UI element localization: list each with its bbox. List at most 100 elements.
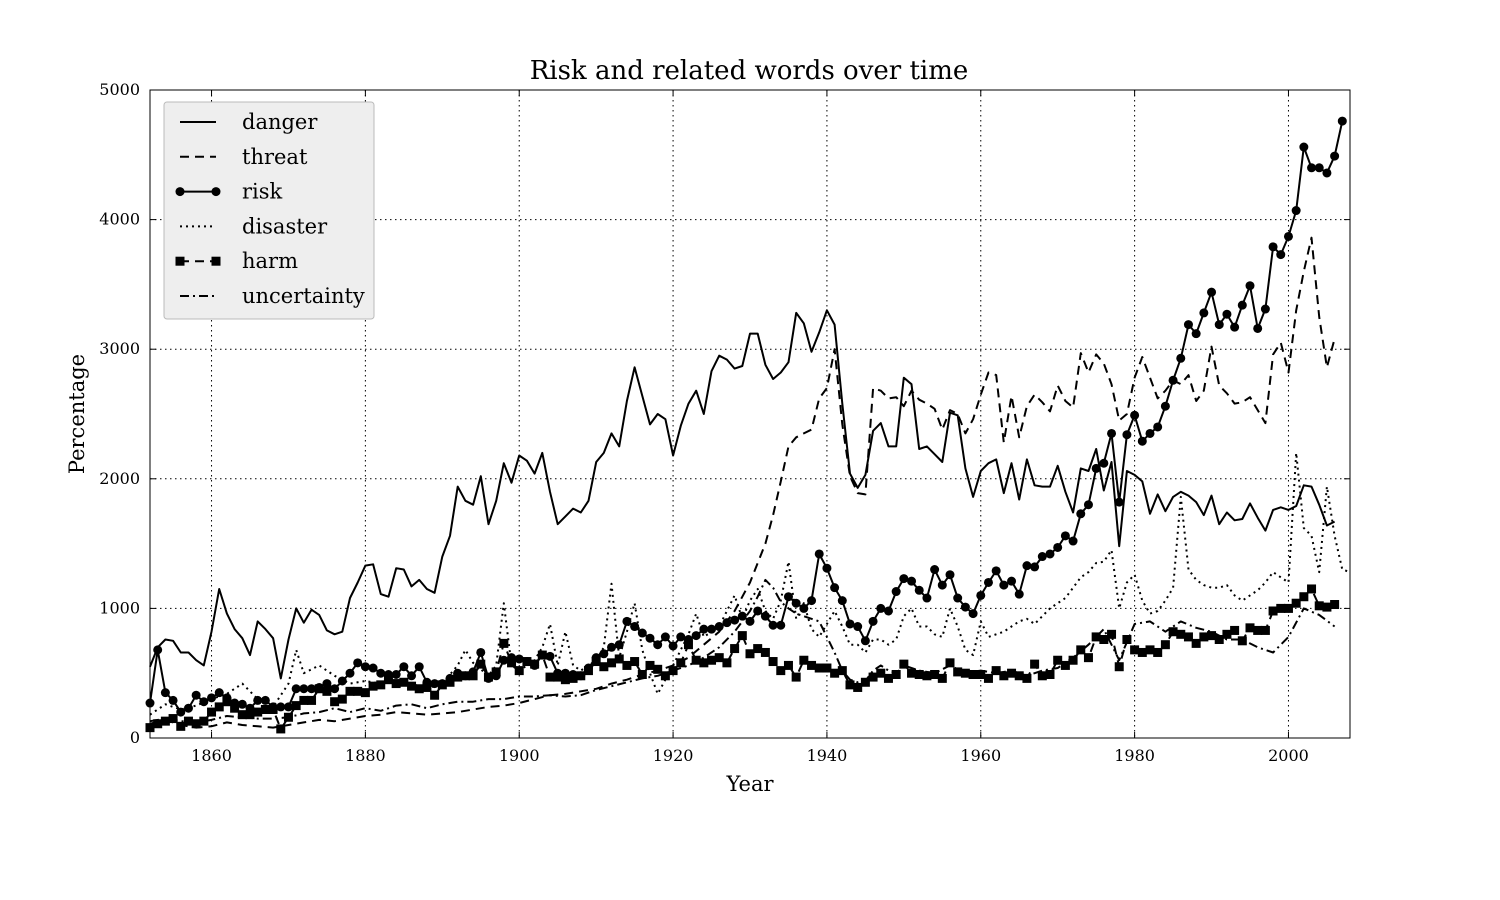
data-point-harm (830, 668, 840, 678)
data-point-harm (507, 658, 517, 668)
y-tick-label: 4000 (99, 210, 140, 229)
data-point-risk (676, 632, 686, 642)
data-point-risk (1230, 322, 1240, 332)
data-point-risk (1199, 308, 1209, 318)
data-point-harm (1299, 592, 1309, 602)
data-point-risk (637, 628, 647, 638)
data-point-harm (1053, 655, 1063, 665)
series-threat (149, 236, 1336, 729)
data-point-harm (1076, 645, 1086, 655)
data-point-risk (314, 682, 324, 692)
data-point-risk (368, 663, 378, 673)
data-point-harm (368, 681, 378, 691)
data-point-risk (453, 668, 463, 678)
chart-title: Risk and related words over time (530, 56, 969, 86)
data-point-risk (937, 580, 947, 590)
x-tick-label: 1940 (807, 746, 848, 765)
data-point-risk (483, 673, 493, 683)
data-point-risk (707, 624, 717, 634)
data-point-risk (776, 620, 786, 630)
data-point-harm (1176, 629, 1186, 639)
data-point-risk (576, 671, 586, 681)
data-point-harm (599, 662, 609, 672)
data-point-risk (791, 598, 801, 608)
data-point-risk (683, 635, 693, 645)
data-point-risk (607, 642, 617, 652)
x-tick-label: 1900 (499, 746, 540, 765)
data-point-harm (653, 664, 663, 674)
data-point-risk (783, 592, 793, 602)
data-point-harm (868, 672, 878, 682)
data-point-risk (1322, 168, 1332, 178)
data-point-harm (953, 667, 963, 677)
data-point-harm (1260, 625, 1270, 635)
data-point-risk (1153, 422, 1163, 432)
data-point-harm (1253, 625, 1263, 635)
data-point-harm (968, 669, 978, 679)
data-point-risk (299, 684, 309, 694)
data-point-harm (814, 663, 824, 673)
data-point-risk (422, 677, 432, 687)
data-point-risk (168, 695, 178, 705)
data-point-risk (760, 611, 770, 621)
data-point-risk (599, 649, 609, 659)
data-point-harm (1245, 623, 1255, 633)
y-axis-label: Percentage (65, 354, 89, 474)
data-point-risk (1160, 401, 1170, 411)
data-point-risk (1114, 497, 1124, 507)
data-point-harm (330, 697, 340, 707)
data-point-harm (937, 673, 947, 683)
series-line-disaster (149, 451, 1351, 716)
data-point-harm (1114, 662, 1124, 672)
data-point-harm (1014, 671, 1024, 681)
data-point-risk (1268, 242, 1278, 252)
data-point-risk (222, 693, 232, 703)
data-point-harm (1037, 671, 1047, 681)
data-point-harm (1130, 645, 1140, 655)
data-point-harm (1307, 584, 1317, 594)
data-point-risk (960, 602, 970, 612)
data-point-harm (291, 701, 301, 711)
legend-marker (175, 187, 185, 197)
data-point-risk (976, 590, 986, 600)
data-point-risk (930, 565, 940, 575)
data-point-harm (253, 707, 263, 717)
data-point-risk (230, 698, 240, 708)
data-point-harm (545, 672, 555, 682)
data-point-risk (560, 668, 570, 678)
data-point-risk (1337, 116, 1347, 126)
plot-series (145, 116, 1351, 734)
data-point-harm (1099, 635, 1109, 645)
data-point-risk (1222, 309, 1232, 319)
data-point-risk (268, 702, 278, 712)
data-point-risk (1191, 329, 1201, 339)
data-point-risk (583, 663, 593, 673)
data-point-harm (307, 695, 317, 705)
data-point-risk (276, 702, 286, 712)
y-tick-label: 1000 (99, 598, 140, 617)
data-point-harm (560, 675, 570, 685)
data-point-harm (991, 666, 1001, 676)
data-point-risk (1053, 542, 1063, 552)
data-point-risk (507, 653, 517, 663)
data-point-harm (1199, 632, 1209, 642)
legend-marker (211, 256, 221, 266)
data-point-risk (845, 619, 855, 629)
data-point-risk (468, 667, 478, 677)
data-point-risk (322, 679, 332, 689)
data-point-risk (391, 669, 401, 679)
data-point-risk (553, 668, 563, 678)
data-point-harm (745, 649, 755, 659)
data-point-risk (1299, 142, 1309, 152)
data-point-harm (691, 655, 701, 665)
data-point-risk (807, 596, 817, 606)
data-point-harm (260, 704, 270, 714)
data-point-harm (622, 660, 632, 670)
data-point-harm (176, 721, 186, 731)
data-point-harm (960, 668, 970, 678)
legend-label: disaster (242, 214, 328, 238)
series-line-threat (149, 236, 1336, 729)
data-point-risk (814, 549, 824, 559)
data-point-harm (183, 716, 193, 726)
